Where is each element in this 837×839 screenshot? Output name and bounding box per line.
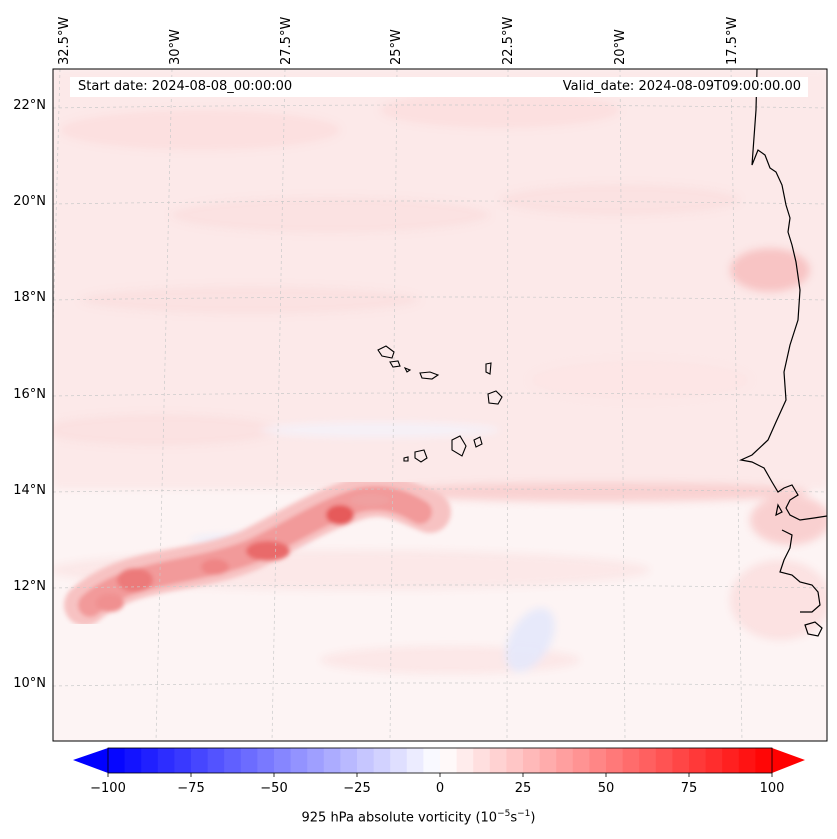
vorticity-streak bbox=[64, 474, 451, 626]
lon-tick-label: 27.5°W bbox=[279, 16, 294, 65]
colorbar-cells bbox=[108, 748, 773, 773]
lon-tick-label: 22.5°W bbox=[501, 16, 516, 65]
colorbar-cell bbox=[141, 748, 159, 773]
colorbar-label: −25 bbox=[343, 781, 371, 796]
colorbar-cell bbox=[290, 748, 308, 773]
colorbar-cell bbox=[622, 748, 640, 773]
colorbar-title-exp2: −1 bbox=[517, 809, 531, 819]
colorbar-cell bbox=[523, 748, 541, 773]
lon-tick-label: 25°W bbox=[389, 29, 404, 65]
colorbar-cell bbox=[556, 748, 574, 773]
colorbar-cell bbox=[390, 748, 408, 773]
colorbar-cell bbox=[539, 748, 557, 773]
lat-tick-label: 14°N bbox=[13, 483, 46, 498]
colorbar-ticks bbox=[107, 773, 773, 777]
valid-date-label: Valid_date: 2024-08-09T09:00:00.00 bbox=[558, 78, 805, 95]
colorbar-title-mid: s bbox=[510, 810, 518, 826]
cape-verde-islands bbox=[377, 345, 503, 463]
colorbar-cell bbox=[108, 748, 126, 773]
colorbar bbox=[73, 747, 805, 777]
lat-tick-label: 20°N bbox=[13, 194, 46, 209]
colorbar-cell bbox=[323, 748, 341, 773]
lon-tick-label: 32.5°W bbox=[57, 16, 72, 65]
colorbar-cell bbox=[473, 748, 491, 773]
colorbar-cell bbox=[672, 748, 690, 773]
colorbar-label: −75 bbox=[177, 781, 205, 796]
colorbar-label: 75 bbox=[680, 781, 698, 796]
colorbar-cell bbox=[191, 748, 209, 773]
lon-tick-label: 30°W bbox=[168, 29, 183, 65]
colorbar-cell bbox=[423, 748, 441, 773]
lat-tick-label: 16°N bbox=[13, 387, 46, 402]
colorbar-cell bbox=[240, 748, 258, 773]
colorbar-cell bbox=[655, 748, 673, 773]
colorbar-title-prefix: 925 hPa absolute vorticity (10 bbox=[301, 810, 498, 826]
colorbar-cell bbox=[456, 748, 474, 773]
colorbar-cell bbox=[589, 748, 607, 773]
lat-tick-label: 18°N bbox=[13, 290, 46, 305]
colorbar-cell bbox=[440, 748, 458, 773]
colorbar-title-suffix: ) bbox=[530, 810, 536, 826]
colorbar-cell bbox=[373, 748, 391, 773]
colorbar-cell bbox=[157, 748, 175, 773]
colorbar-cell bbox=[722, 748, 740, 773]
lat-tick-label: 22°N bbox=[13, 98, 46, 113]
lat-tick-label: 10°N bbox=[13, 676, 46, 691]
colorbar-label: 25 bbox=[514, 781, 532, 796]
colorbar-label: 0 bbox=[435, 781, 445, 796]
colorbar-cell bbox=[257, 748, 275, 773]
colorbar-cell bbox=[340, 748, 358, 773]
colorbar-cell bbox=[738, 748, 756, 773]
colorbar-cell bbox=[406, 748, 424, 773]
coastline bbox=[739, 69, 827, 637]
colorbar-cell bbox=[207, 748, 225, 773]
lon-tick-label: 20°W bbox=[613, 29, 628, 65]
lon-tick-label: 17.5°W bbox=[725, 16, 740, 65]
colorbar-cell bbox=[307, 748, 325, 773]
colorbar-cell bbox=[606, 748, 624, 773]
map-frame bbox=[52, 68, 828, 742]
start-date-label: Start date: 2024-08-08_00:00:00 bbox=[74, 78, 297, 95]
colorbar-title: 925 hPa absolute vorticity (10−5s−1) bbox=[0, 809, 837, 825]
colorbar-cell bbox=[689, 748, 707, 773]
colorbar-label: 50 bbox=[597, 781, 615, 796]
colorbar-cell bbox=[572, 748, 590, 773]
colorbar-cell bbox=[755, 748, 773, 773]
colorbar-cell bbox=[489, 748, 507, 773]
map-area bbox=[53, 69, 827, 741]
colorbar-cell bbox=[639, 748, 657, 773]
colorbar-extend-min bbox=[73, 748, 108, 773]
colorbar-label: −50 bbox=[260, 781, 288, 796]
colorbar-cell bbox=[174, 748, 192, 773]
colorbar-cell bbox=[274, 748, 292, 773]
vorticity-field-weak bbox=[53, 69, 827, 674]
colorbar-cell bbox=[506, 748, 524, 773]
colorbar-extend-max bbox=[772, 748, 805, 773]
colorbar-label: 100 bbox=[759, 781, 785, 796]
colorbar-label: −100 bbox=[90, 781, 126, 796]
colorbar-title-exp1: −5 bbox=[497, 809, 511, 819]
colorbar-cell bbox=[224, 748, 242, 773]
colorbar-cell bbox=[124, 748, 142, 773]
graticule bbox=[53, 69, 827, 741]
colorbar-cell bbox=[357, 748, 375, 773]
lat-tick-label: 12°N bbox=[13, 579, 46, 594]
colorbar-cell bbox=[705, 748, 723, 773]
